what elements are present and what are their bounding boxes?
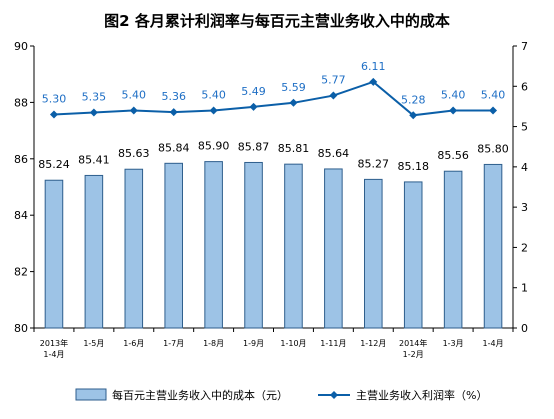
line-data-label: 5.40 [201,88,226,101]
bar-data-label: 85.87 [238,140,270,153]
bar [284,163,303,329]
bar [204,161,223,329]
y-left-tick-label: 86 [14,153,28,166]
y-right-tick-label: 5 [521,121,528,134]
y-right-tick-label: 2 [521,241,528,254]
line-data-label: 5.77 [321,74,346,87]
bar [44,179,64,329]
line-data-label: 5.59 [281,81,306,94]
y-left-tick-label: 82 [14,266,28,279]
line-point [409,111,418,120]
bar-data-label: 85.81 [278,142,310,155]
line-point [369,77,378,86]
y-right-tick-label: 7 [521,40,528,53]
y-right-tick-label: 3 [521,201,528,214]
axes: 80 82 84 86 88 90 0 1 2 3 4 5 6 7 2013年 1-4月 1-5月 1-6月 1-7… [14,40,528,359]
bar-data-label: 85.90 [198,140,230,153]
x-tick-label: 1-2月 [403,350,424,359]
y-left-tick-label: 88 [14,96,28,109]
line-point [449,106,458,115]
legend-line-marker [330,391,338,399]
bar [164,162,183,329]
x-tick-label: 1-6月 [123,339,144,348]
bar-data-label: 85.56 [437,149,469,162]
line-point [249,102,258,111]
y-right-tick-label: 6 [521,80,528,93]
line-point [89,108,98,117]
line-data-label: 5.35 [82,90,107,103]
bar-data-label: 85.41 [78,153,110,166]
legend-bar-label: 每百元主营业务收入中的成本（元） [112,388,288,402]
line-data-label: 5.40 [481,88,506,101]
y-left-tick-label: 84 [14,209,28,222]
bar-data-label: 85.24 [38,158,70,171]
bar-series: 85.24 85.41 85.63 85.84 85.90 85.87 85.81 85.64… [38,140,509,329]
bar-data-label: 85.64 [318,147,350,160]
line-series: 5.30 5.35 5.40 5.36 5.40 5.49 5.59 5.77 6.11 5.28… [42,60,506,120]
legend: 每百元主营业务收入中的成本（元） 主营业务收入利润率（%） [75,388,487,402]
line-data-label: 5.40 [441,88,466,101]
line-data-label: 5.40 [122,88,147,101]
x-tick-label: 1-10月 [280,339,306,348]
line-point [489,106,498,115]
x-tick-label: 1-9月 [243,339,264,348]
x-tick-label: 1-11月 [320,339,346,348]
y-left-tick-label: 80 [14,322,28,335]
line-point [129,106,138,115]
x-tick-label: 1-7月 [163,339,184,348]
chart-title: 图2 各月累计利润率与每百元主营业务收入中的成本 [104,12,450,30]
bar [364,178,383,329]
bar-data-label: 85.84 [158,141,190,154]
x-tick-label: 1-4月 [483,339,504,348]
x-tick-label: 1-5月 [83,339,104,348]
x-tick-label: 2014年 [399,338,427,348]
line-data-label: 5.30 [42,92,67,105]
bar [324,168,343,329]
bar [124,168,144,329]
y-right-tick-label: 0 [521,322,528,335]
y-right-tick-label: 4 [521,161,528,174]
line-point [289,98,298,107]
x-tick-label: 1-12月 [360,339,386,348]
legend-line-label: 主营业务收入利润率（%） [356,388,487,402]
bar-data-label: 85.63 [118,147,150,160]
line-data-label: 5.28 [401,93,426,106]
x-tick-label: 1-3月 [443,339,464,348]
line-data-label: 6.11 [361,60,386,73]
legend-bar-swatch [75,388,107,401]
line-point [169,108,178,117]
line-point [49,110,58,119]
y-left-tick-label: 90 [14,40,28,53]
x-tick-label: 1-4月 [43,350,64,359]
bar [403,181,423,329]
bar [244,161,263,329]
bar [443,170,463,329]
line-point [329,91,338,100]
line-point [209,106,218,115]
y-right-tick-label: 1 [521,282,528,295]
bar [483,163,503,329]
bar-data-label: 85.18 [397,160,429,173]
line-data-label: 5.49 [241,85,266,98]
bar-data-label: 85.27 [358,157,390,170]
bar-data-label: 85.80 [477,142,509,155]
x-tick-label: 2013年 [40,338,68,348]
bar [84,174,104,329]
x-tick-label: 1-8月 [203,339,224,348]
line-data-label: 5.36 [161,90,186,103]
line-path [53,80,494,117]
